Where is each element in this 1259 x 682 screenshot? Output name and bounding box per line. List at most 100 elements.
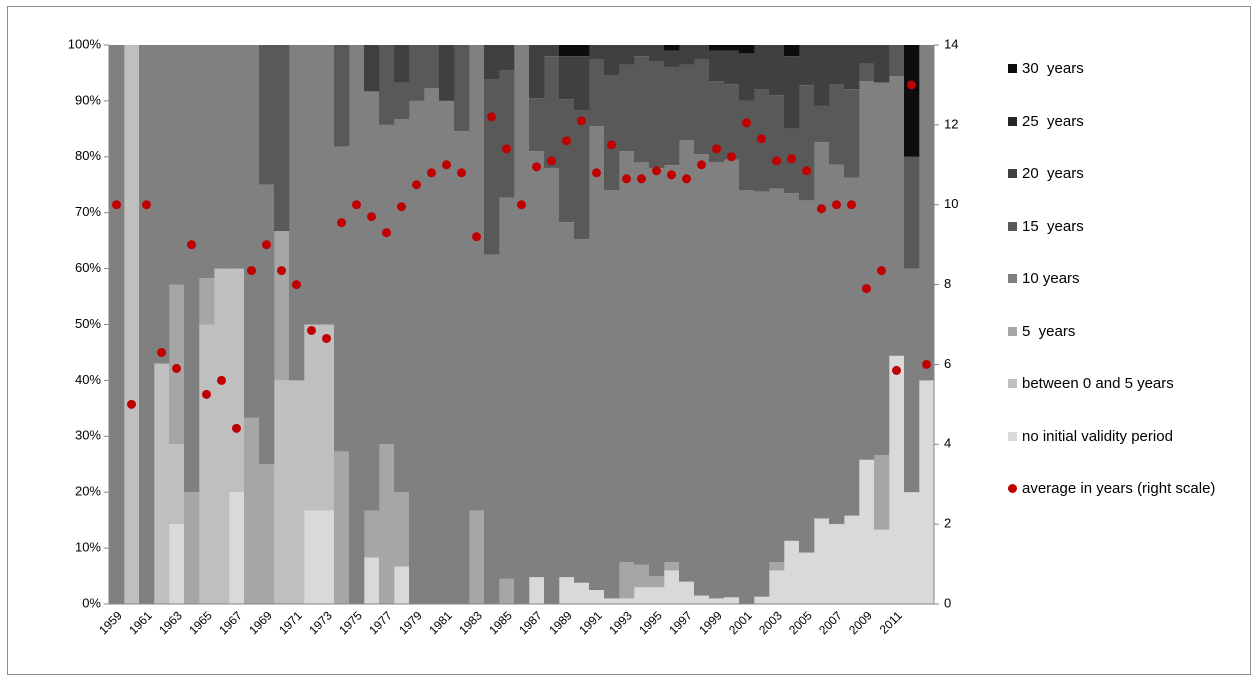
bar-segment bbox=[694, 45, 710, 59]
legend-swatch bbox=[1008, 169, 1017, 178]
bar-segment bbox=[169, 444, 185, 525]
bar-segment bbox=[709, 50, 725, 82]
average-dot bbox=[322, 333, 331, 343]
bar-segment bbox=[739, 190, 755, 604]
x-tick-label: 1981 bbox=[426, 608, 455, 637]
bar-segment bbox=[589, 590, 605, 604]
bar-segment bbox=[619, 562, 635, 599]
average-dot bbox=[547, 156, 556, 166]
bar-segment bbox=[409, 45, 425, 101]
bar-segment bbox=[889, 355, 905, 604]
x-tick-label: 1983 bbox=[456, 608, 485, 637]
bar-segment bbox=[109, 45, 125, 604]
bar-segment bbox=[574, 45, 590, 57]
average-dot bbox=[412, 180, 421, 190]
bar-segment bbox=[649, 576, 665, 588]
average-dot bbox=[577, 116, 586, 126]
bar-segment bbox=[679, 140, 695, 582]
y2-tick-label: 8 bbox=[944, 276, 951, 291]
average-dot bbox=[487, 112, 496, 122]
average-dot bbox=[112, 200, 121, 210]
average-dot bbox=[502, 144, 511, 154]
bar-segment bbox=[784, 56, 800, 129]
legend-label: 20 years bbox=[1022, 165, 1084, 182]
average-dot bbox=[772, 156, 781, 166]
legend-swatch bbox=[1008, 274, 1017, 283]
x-tick-label: 1989 bbox=[546, 608, 575, 637]
bar-segment bbox=[784, 45, 800, 57]
legend-label: 5 years bbox=[1022, 322, 1076, 340]
bar-segment bbox=[319, 45, 335, 325]
x-tick-label: 2011 bbox=[877, 608, 905, 636]
x-tick-label: 1963 bbox=[156, 608, 185, 637]
bar-segment bbox=[724, 45, 740, 51]
average-dot bbox=[427, 168, 436, 178]
average-dot bbox=[562, 136, 571, 146]
bar-segment bbox=[694, 58, 710, 155]
bar-segment bbox=[619, 598, 635, 604]
bar-segment bbox=[199, 45, 215, 279]
bar-segment bbox=[604, 598, 620, 604]
bar-segment bbox=[739, 45, 755, 54]
bar-segment bbox=[139, 45, 155, 604]
bar-segment bbox=[829, 164, 845, 525]
bar-segment bbox=[889, 76, 905, 356]
bar-segment bbox=[454, 131, 470, 604]
bar-segment bbox=[649, 61, 665, 168]
bar-segment bbox=[589, 126, 605, 591]
bar-segment bbox=[619, 64, 635, 152]
bar-segment bbox=[574, 56, 590, 111]
legend-label: 30 years bbox=[1022, 60, 1084, 77]
legend-label: 10 years bbox=[1022, 270, 1080, 287]
legend-swatch bbox=[1008, 379, 1017, 388]
x-tick-label: 1987 bbox=[516, 608, 545, 637]
bar-segment bbox=[844, 45, 860, 90]
bar-segment bbox=[829, 524, 845, 604]
bar-segment bbox=[844, 177, 860, 516]
average-dot bbox=[922, 359, 931, 369]
bar-segment bbox=[544, 56, 560, 168]
bar-segment bbox=[844, 515, 860, 604]
bar-segment bbox=[199, 278, 215, 325]
bar-segment bbox=[754, 45, 770, 90]
bar-segment bbox=[694, 595, 710, 604]
bar-segment bbox=[604, 45, 620, 76]
average-dot bbox=[247, 266, 256, 276]
y-tick-label: 80% bbox=[75, 148, 101, 163]
y2-tick-label: 14 bbox=[944, 36, 958, 51]
bar-segment bbox=[274, 45, 290, 232]
bar-segment bbox=[469, 45, 485, 511]
bar-segment bbox=[244, 45, 260, 418]
legend-item: 25 years bbox=[1008, 113, 1248, 130]
bar-segment bbox=[724, 50, 740, 85]
bar-segment bbox=[304, 45, 320, 325]
bar-segment bbox=[529, 577, 545, 604]
x-tick-label: 1997 bbox=[666, 608, 695, 637]
bar-segment bbox=[559, 577, 575, 604]
y-tick-label: 90% bbox=[75, 92, 101, 107]
bar-segment bbox=[259, 464, 275, 604]
legend-swatch bbox=[1008, 116, 1017, 126]
bar-segment bbox=[904, 268, 920, 493]
bar-segment bbox=[394, 119, 410, 493]
bar-segment bbox=[559, 99, 575, 223]
bar-segment bbox=[394, 45, 410, 83]
legend-swatch bbox=[1008, 326, 1017, 336]
bar-segment bbox=[559, 56, 575, 100]
bar-segment bbox=[664, 562, 680, 571]
bar-segment bbox=[259, 45, 275, 185]
bar-segment bbox=[634, 45, 650, 57]
bar-segment bbox=[709, 598, 725, 604]
bar-segment bbox=[499, 578, 515, 604]
bar-segment bbox=[724, 597, 740, 604]
average-dot bbox=[292, 280, 301, 290]
bar-segment bbox=[799, 45, 815, 86]
bar-segment bbox=[229, 492, 245, 604]
bar-segment bbox=[364, 510, 380, 558]
bar-segment bbox=[274, 380, 290, 604]
bar-segment bbox=[529, 151, 545, 578]
legend-swatch bbox=[1008, 64, 1017, 73]
bar-segment bbox=[709, 45, 725, 51]
y2-tick-label: 0 bbox=[944, 595, 951, 610]
y-tick-label: 30% bbox=[75, 428, 101, 443]
